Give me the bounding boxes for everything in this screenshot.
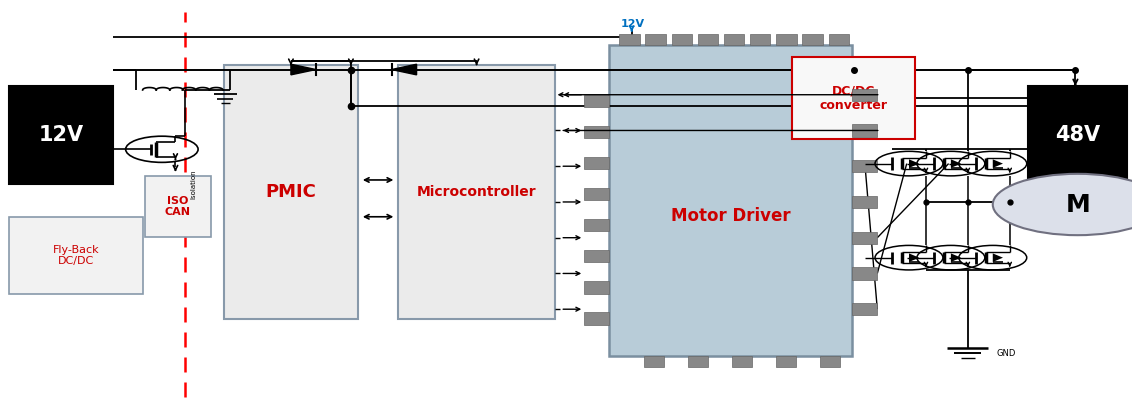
Bar xyxy=(724,34,745,45)
Text: M: M xyxy=(1065,193,1090,216)
Bar xyxy=(1028,86,1127,184)
Text: 12V: 12V xyxy=(620,18,644,29)
Bar xyxy=(852,231,877,244)
Bar xyxy=(224,65,358,319)
Bar xyxy=(697,34,718,45)
Bar xyxy=(852,267,877,280)
Bar xyxy=(145,176,211,237)
Bar xyxy=(609,45,852,356)
Bar xyxy=(852,89,877,101)
Text: Microcontroller: Microcontroller xyxy=(417,185,537,199)
Polygon shape xyxy=(291,64,316,75)
Polygon shape xyxy=(951,160,961,168)
Text: 12V: 12V xyxy=(38,125,84,145)
Bar xyxy=(671,34,692,45)
Bar xyxy=(777,34,797,45)
Text: Motor Driver: Motor Driver xyxy=(671,207,790,225)
Bar xyxy=(820,356,840,367)
Bar xyxy=(584,219,609,231)
Text: Fly-Back
DC/DC: Fly-Back DC/DC xyxy=(52,245,100,266)
Bar xyxy=(584,312,609,325)
Bar xyxy=(9,86,113,184)
Circle shape xyxy=(993,174,1132,235)
Bar xyxy=(732,356,753,367)
Bar xyxy=(751,34,771,45)
Bar xyxy=(645,34,666,45)
Polygon shape xyxy=(909,253,919,262)
Polygon shape xyxy=(392,64,417,75)
Polygon shape xyxy=(909,160,919,168)
Bar xyxy=(852,303,877,315)
Text: 48V: 48V xyxy=(1055,125,1100,145)
Bar xyxy=(803,34,823,45)
Bar xyxy=(688,356,709,367)
Bar xyxy=(829,34,849,45)
Text: GND: GND xyxy=(996,349,1015,358)
Polygon shape xyxy=(993,253,1003,262)
Bar xyxy=(584,95,609,107)
Polygon shape xyxy=(951,253,961,262)
Bar xyxy=(584,188,609,200)
Text: DC/DC
converter: DC/DC converter xyxy=(820,84,887,112)
Bar xyxy=(619,34,640,45)
Bar xyxy=(398,65,555,319)
Bar xyxy=(644,356,664,367)
Bar xyxy=(584,157,609,169)
Bar xyxy=(775,356,796,367)
Text: PMIC: PMIC xyxy=(266,183,316,201)
Bar xyxy=(9,217,143,294)
Text: Isolation: Isolation xyxy=(190,169,197,199)
Bar xyxy=(792,57,915,139)
Bar xyxy=(584,126,609,138)
Bar xyxy=(852,124,877,137)
Bar xyxy=(584,250,609,263)
Text: ISO
CAN: ISO CAN xyxy=(165,196,190,217)
Bar xyxy=(584,281,609,294)
Polygon shape xyxy=(993,160,1003,168)
Bar xyxy=(852,196,877,208)
Bar xyxy=(852,160,877,172)
